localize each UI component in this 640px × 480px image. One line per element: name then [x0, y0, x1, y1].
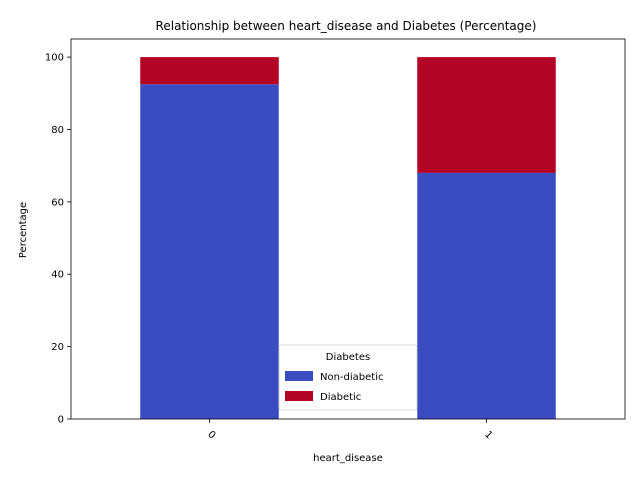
bar-diabetic-0: [140, 57, 279, 85]
y-tick-label: 60: [51, 197, 64, 208]
y-tick-label: 40: [51, 270, 64, 281]
legend-label-diabetic: Diabetic: [320, 392, 361, 403]
y-tick-label: 0: [58, 415, 64, 426]
legend-box: [278, 344, 418, 411]
bars-group: [140, 57, 556, 419]
y-tick-label: 20: [51, 342, 64, 353]
y-axis-label: Percentage: [18, 202, 29, 258]
plot-frame: [70, 38, 626, 420]
legend-title: Diabetes: [326, 352, 370, 363]
bar-non-diabetic-0: [140, 84, 279, 419]
bar-diabetic-1: [417, 57, 556, 173]
legend-label-non-diabetic: Non-diabetic: [320, 372, 384, 383]
y-tick-label: 100: [45, 53, 64, 64]
chart-title: Relationship between heart_disease and D…: [156, 19, 537, 33]
legend-swatch-diabetic: [285, 391, 313, 401]
legend: Diabetes Non-diabetic Diabetic: [278, 344, 418, 411]
x-axis-label: heart_disease: [313, 453, 383, 464]
legend-swatch-non-diabetic: [285, 371, 313, 381]
bar-non-diabetic-1: [417, 172, 556, 419]
y-tick-label: 80: [51, 125, 64, 136]
